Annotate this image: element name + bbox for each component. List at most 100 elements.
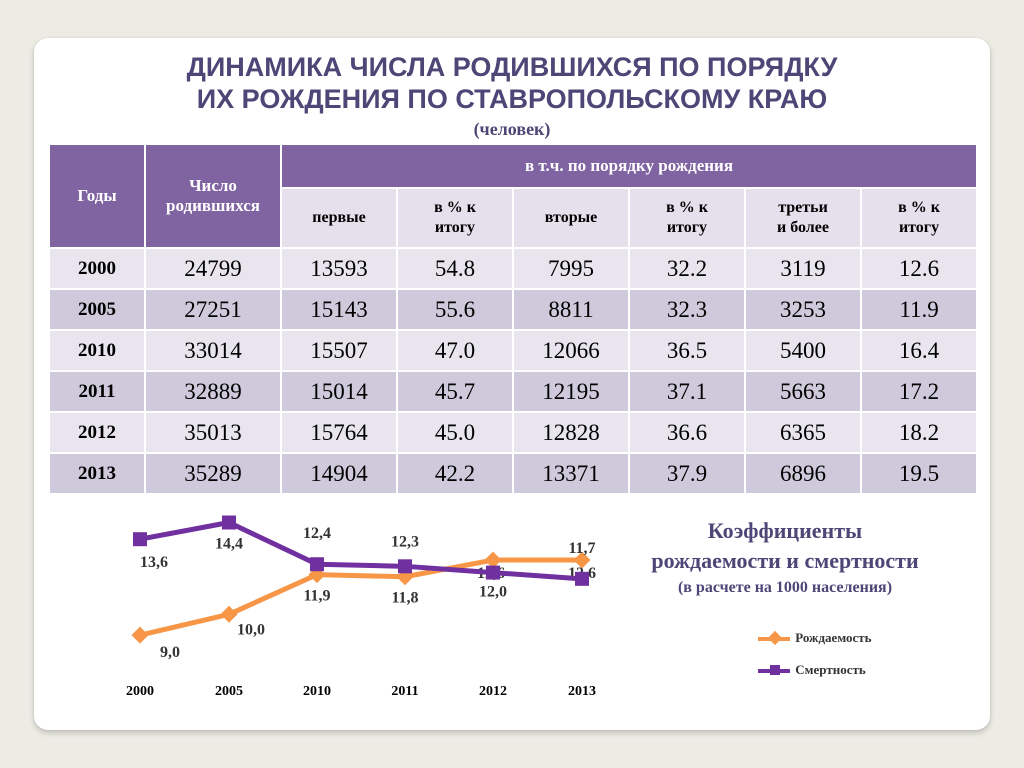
header-births: Число родившихся <box>144 143 282 249</box>
table-cell: 33014 <box>144 329 282 372</box>
table-row: 2012 35013 15764 45.0 12828 36.6 6365 18… <box>48 411 979 454</box>
table-cell: 19.5 <box>859 452 979 495</box>
table-cell: 32.2 <box>628 247 746 290</box>
header-births-line2: родившихся <box>166 196 260 215</box>
deaths-data-point <box>133 532 147 547</box>
x-tick-label: 2012 <box>479 684 507 699</box>
header-first: первые <box>280 187 398 249</box>
births-data-label: 11,8 <box>391 590 418 607</box>
table-cell: 16.4 <box>859 329 979 372</box>
table-cell: 12828 <box>512 411 630 454</box>
header-first-pct: в % к итогу <box>396 187 514 249</box>
header-third: третьи и более <box>744 187 862 249</box>
table-cell: 12.6 <box>859 247 979 290</box>
header-first-pct-line2: итогу <box>434 219 476 236</box>
births-data-label: 11,9 <box>303 588 330 605</box>
page-title: ДИНАМИКА ЧИСЛА РОДИВШИХСЯ ПО ПОРЯДКУ ИХ … <box>0 51 1024 115</box>
table-cell: 15143 <box>280 288 398 331</box>
table-cell-year: 2000 <box>48 247 146 290</box>
table-cell-year: 2011 <box>48 370 146 413</box>
header-third-pct: в % к итогу <box>859 187 979 249</box>
deaths-data-label: 12,0 <box>479 584 507 601</box>
table-row: 2000 24799 13593 54.8 7995 32.2 3119 12.… <box>48 247 979 290</box>
chart-heading-line2: рождаемости и смертности <box>651 548 919 573</box>
deaths-data-point <box>398 559 412 574</box>
header-birth-order-group: в т.ч. по порядку рождения <box>279 143 979 189</box>
table-cell: 17.2 <box>859 370 979 413</box>
births-series-line <box>139 557 582 638</box>
deaths-data-label: 13,6 <box>140 554 168 571</box>
table-cell-year: 2013 <box>48 452 146 495</box>
legend-swatch-births <box>758 630 790 646</box>
legend-swatch-deaths <box>758 665 790 676</box>
table-cell: 12195 <box>512 370 630 413</box>
table-cell: 32.3 <box>628 288 746 331</box>
deaths-data-point <box>575 571 589 586</box>
table-cell: 45.0 <box>396 411 514 454</box>
table-cell: 3119 <box>744 247 862 290</box>
title-line-2: ИХ РОЖДЕНИЯ ПО СТАВРОПОЛЬСКОМУ КРАЮ <box>196 84 828 114</box>
chart-heading: Коэффициенты рождаемости и смертности (в… <box>620 516 950 600</box>
deaths-series-line <box>139 520 583 582</box>
x-tick-label: 2005 <box>215 684 243 699</box>
table-cell: 11.9 <box>859 288 979 331</box>
header-third-pct-line1: в % к <box>898 199 940 216</box>
table-cell-year: 2010 <box>48 329 146 372</box>
chart-heading-line1: Коэффициенты <box>707 518 863 543</box>
table-cell: 37.1 <box>628 370 746 413</box>
deaths-data-point <box>486 565 500 580</box>
deaths-data-label: 14,4 <box>215 536 243 553</box>
table-row: 2011 32889 15014 45.7 12195 37.1 5663 17… <box>48 370 979 413</box>
table-cell: 15014 <box>280 370 398 413</box>
births-data-point <box>484 551 502 569</box>
births-data-point <box>573 551 591 569</box>
header-third-pct-line2: итогу <box>898 219 940 236</box>
table-cell: 7995 <box>512 247 630 290</box>
table-cell: 27251 <box>144 288 282 331</box>
table-row: 2005 27251 15143 55.6 8811 32.3 3253 11.… <box>48 288 979 331</box>
header-second-pct: в % к итогу <box>628 187 746 249</box>
table-cell: 55.6 <box>396 288 514 331</box>
births-data-label: 10,0 <box>237 621 265 638</box>
table-cell: 47.0 <box>396 329 514 372</box>
x-tick-label: 2000 <box>126 684 154 699</box>
table-row: 2010 33014 15507 47.0 12066 36.5 5400 16… <box>48 329 979 372</box>
header-second-pct-line1: в % к <box>666 199 708 216</box>
header-births-line1: Число <box>189 176 237 195</box>
table-cell: 6365 <box>744 411 862 454</box>
table-cell: 5400 <box>744 329 862 372</box>
legend-item-deaths: Смертность <box>758 662 866 678</box>
table-cell: 13593 <box>280 247 398 290</box>
births-data-point <box>131 626 149 644</box>
table-cell: 54.8 <box>396 247 514 290</box>
table-cell: 42.2 <box>396 452 514 495</box>
births-table: Годы Число родившихся в т.ч. по порядку … <box>48 143 979 495</box>
table-cell: 13371 <box>512 452 630 495</box>
table-cell: 24799 <box>144 247 282 290</box>
table-cell: 14904 <box>280 452 398 495</box>
table-cell: 35289 <box>144 452 282 495</box>
header-second-pct-line2: итогу <box>666 219 708 236</box>
deaths-data-point <box>222 515 236 530</box>
table-row: 2013 35289 14904 42.2 13371 37.9 6896 19… <box>48 452 979 495</box>
legend-label-births: Рождаемость <box>795 630 872 645</box>
table-cell: 18.2 <box>859 411 979 454</box>
table-cell: 35013 <box>144 411 282 454</box>
legend-item-births: Рождаемость <box>758 630 872 646</box>
header-first-pct-line1: в % к <box>434 199 476 216</box>
table-cell: 37.9 <box>628 452 746 495</box>
header-third-line1: третьи <box>778 199 828 216</box>
table-cell: 15764 <box>280 411 398 454</box>
table-cell: 32889 <box>144 370 282 413</box>
deaths-data-label: 12,3 <box>391 533 419 550</box>
legend-label-deaths: Смертность <box>795 662 866 677</box>
page-subtitle: (человек) <box>473 119 551 139</box>
table-cell: 45.7 <box>396 370 514 413</box>
deaths-data-label: 11,7 <box>568 540 595 557</box>
table-cell: 3253 <box>744 288 862 331</box>
header-second: вторые <box>512 187 630 249</box>
table-cell: 5663 <box>744 370 862 413</box>
header-years: Годы <box>48 143 146 249</box>
table-cell-year: 2005 <box>48 288 146 331</box>
